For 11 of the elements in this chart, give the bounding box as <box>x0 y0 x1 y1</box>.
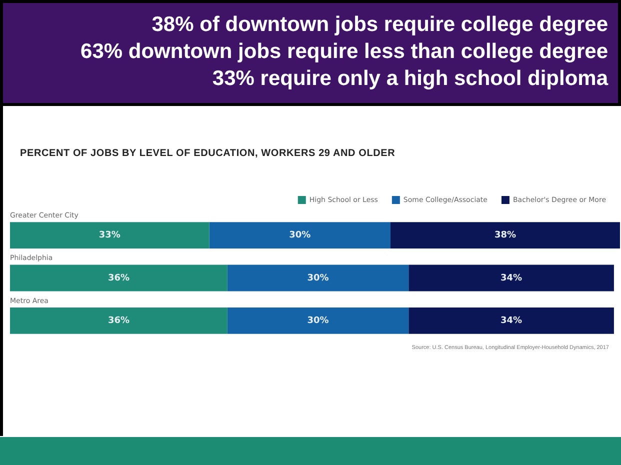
data-label: 30% <box>289 230 311 241</box>
data-label: 30% <box>307 273 329 284</box>
data-label: 33% <box>98 230 120 241</box>
data-label: 36% <box>108 273 130 284</box>
data-label: 36% <box>108 316 130 326</box>
data-label: 30% <box>307 316 329 326</box>
chart-subtitle: PERCENT OF JOBS BY LEVEL OF EDUCATION, WORKERS 29 AND OLDER <box>20 148 396 159</box>
data-label: 38% <box>494 230 516 241</box>
data-label: 34% <box>500 316 522 326</box>
data-label: 34% <box>500 273 522 284</box>
chart-title: 38% of downtown jobs require college degree 63% downtown jobs require less than college degree 33% require only a high school diploma <box>80 12 608 92</box>
